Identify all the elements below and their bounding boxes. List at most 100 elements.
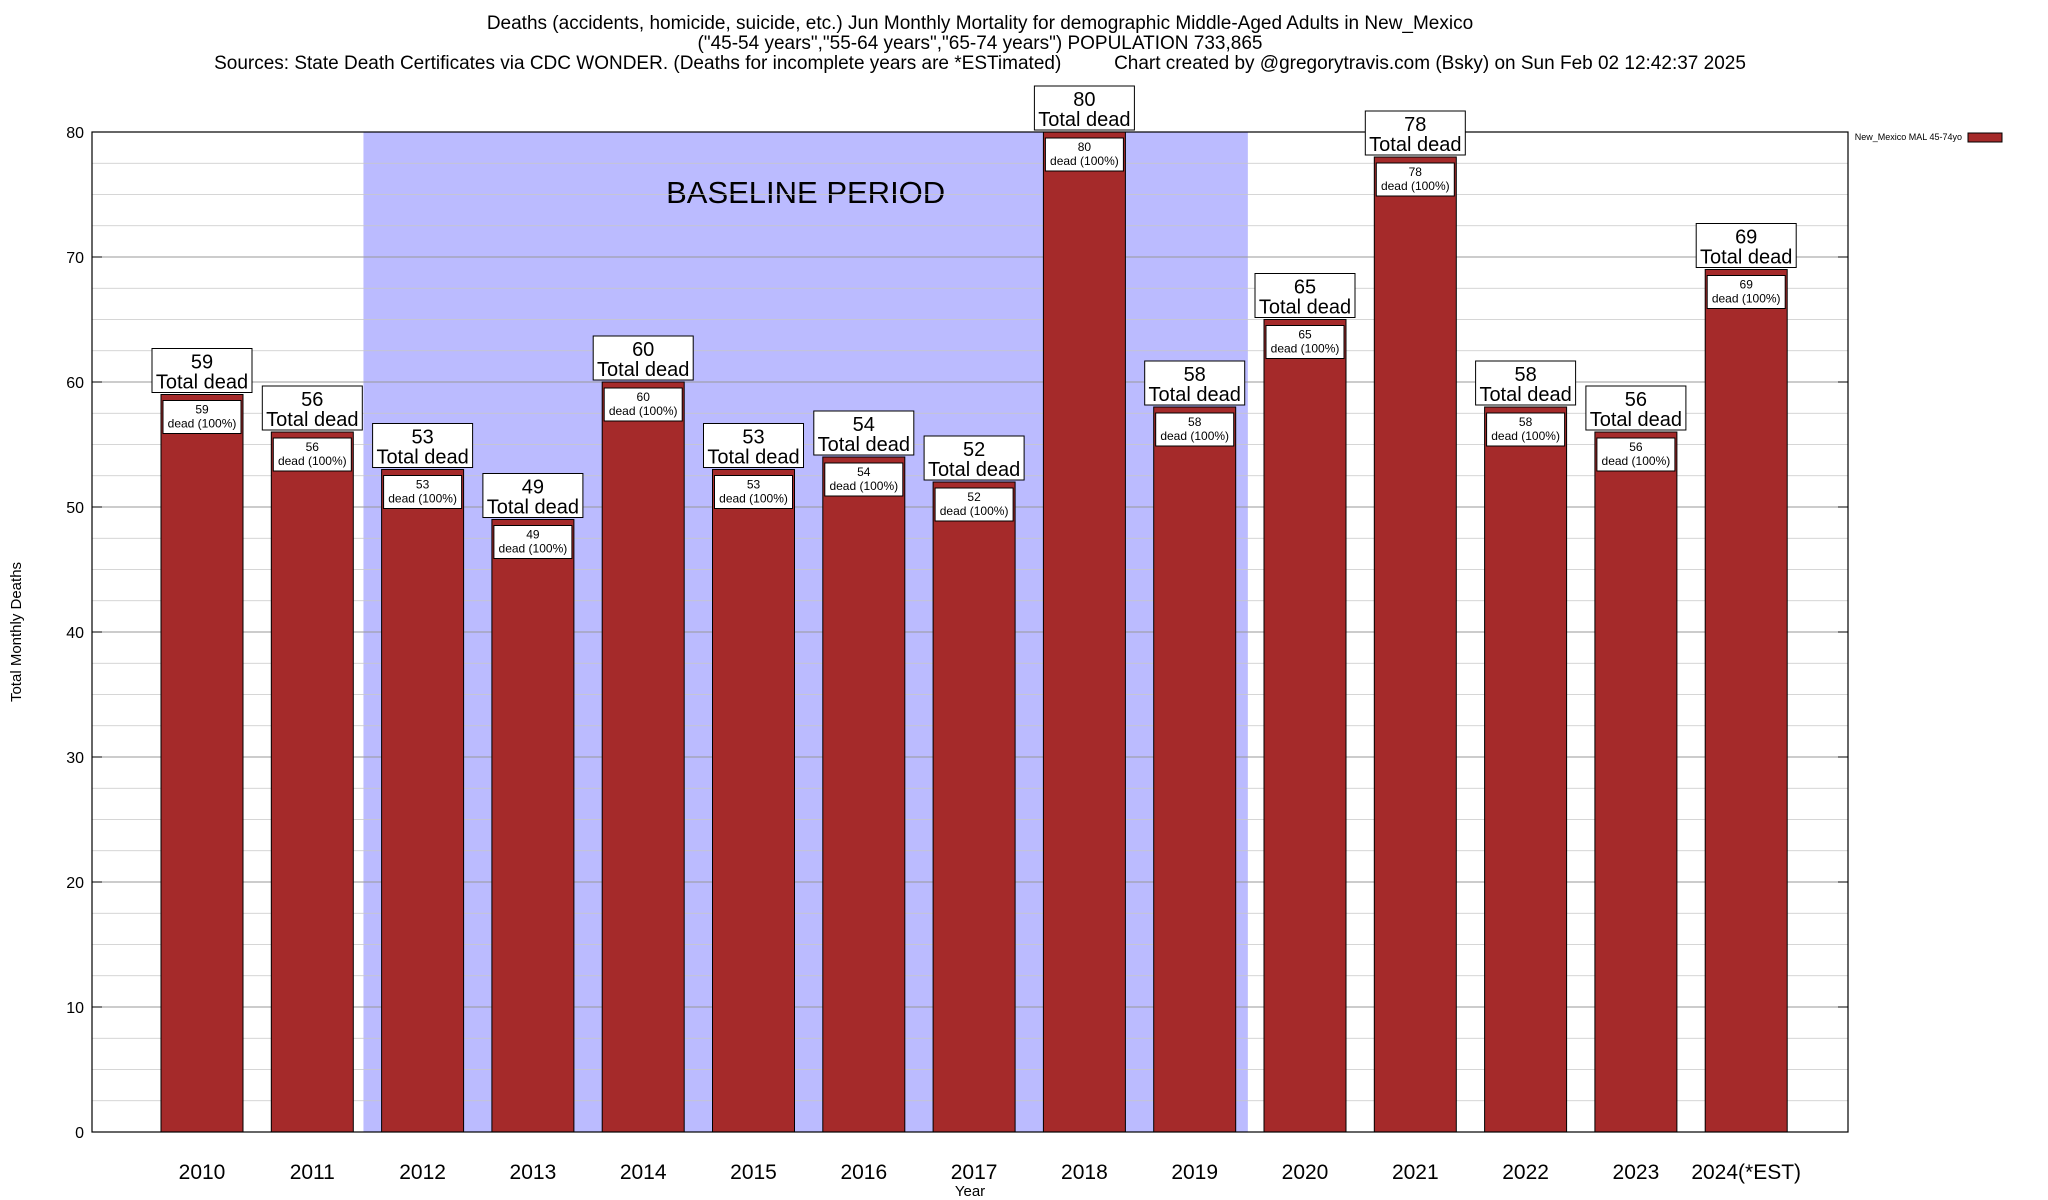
x-tick-label: 2019	[1171, 1161, 1218, 1184]
y-tick-label: 30	[66, 750, 84, 767]
inner-label-value: 56	[1629, 440, 1643, 454]
x-tick-label: 2020	[1282, 1161, 1329, 1184]
inner-label-text: dead (100%)	[1160, 429, 1229, 443]
top-label-value: 53	[742, 427, 764, 449]
inner-label-text: dead (100%)	[940, 504, 1009, 518]
legend-series-label: New_Mexico MAL 45-74yo	[1855, 132, 1962, 142]
bar-2012	[381, 469, 465, 1133]
top-label-box	[1033, 85, 1135, 131]
top-label-value: 52	[963, 439, 985, 461]
bar-2016	[822, 456, 906, 1133]
top-label-text: Total dead	[1038, 109, 1130, 131]
x-tick-label: 2016	[840, 1161, 887, 1184]
y-axis-title: Total Monthly Deaths	[8, 562, 25, 702]
x-tick-label: 2015	[730, 1161, 777, 1184]
y-tick-label: 60	[66, 375, 84, 392]
bar-2019	[1153, 406, 1237, 1133]
top-label-text: Total dead	[818, 434, 910, 456]
bar-2018	[1042, 131, 1126, 1133]
y-tick-label: 40	[66, 625, 84, 642]
top-label-box	[261, 385, 363, 431]
inner-label-box	[1596, 437, 1676, 472]
top-label-box	[1144, 360, 1246, 406]
inner-label-value: 52	[967, 490, 981, 504]
x-tick-label: 2012	[399, 1161, 446, 1184]
inner-label-box	[1486, 412, 1566, 447]
top-label-value: 78	[1404, 114, 1426, 136]
inner-label-value: 80	[1078, 140, 1092, 154]
bar-2015	[712, 469, 795, 1133]
inner-label-box	[934, 487, 1014, 522]
x-tick-label: 2021	[1392, 1161, 1439, 1184]
top-label-value: 58	[1184, 364, 1206, 386]
bar-2014	[601, 381, 685, 1133]
y-tick-label: 70	[66, 250, 84, 267]
inner-label-text: dead (100%)	[278, 454, 347, 468]
top-label-value: 80	[1073, 89, 1095, 111]
top-label-box	[1585, 385, 1687, 431]
top-label-text: Total dead	[156, 372, 248, 394]
inner-label-box	[162, 400, 242, 434]
inner-label-text: dead (100%)	[388, 492, 457, 506]
inner-label-text: dead (100%)	[1491, 429, 1560, 443]
inner-label-box	[493, 525, 573, 559]
x-tick-label: 2013	[510, 1161, 557, 1184]
top-label-value: 59	[191, 352, 213, 374]
chart-title-line-1: Deaths (accidents, homicide, suicide, et…	[486, 13, 1474, 34]
top-label-value: 58	[1514, 364, 1536, 386]
top-label-text: Total dead	[1700, 247, 1792, 269]
inner-label-text: dead (100%)	[719, 492, 788, 506]
x-tick-label: 2022	[1502, 1161, 1549, 1184]
x-tick-label: 2014	[620, 1161, 667, 1184]
inner-label-value: 60	[637, 390, 651, 404]
top-label-text: Total dead	[1479, 384, 1571, 406]
inner-label-value: 56	[306, 440, 320, 454]
baseline-period-label: BASELINE PERIOD	[666, 175, 945, 210]
x-tick-label: 2018	[1061, 1161, 1108, 1184]
x-tick-label: 2024(*EST)	[1691, 1161, 1801, 1184]
legend-swatch	[1967, 132, 2003, 143]
top-label-value: 69	[1735, 227, 1757, 249]
chart-title-line-3: Sources: State Death Certificates via CD…	[214, 53, 1746, 74]
top-label-value: 53	[411, 427, 433, 449]
inner-label-box	[603, 387, 683, 422]
top-label-value: 65	[1294, 277, 1316, 299]
top-label-box	[1695, 223, 1797, 268]
inner-label-value: 58	[1519, 415, 1533, 429]
inner-label-box	[1155, 412, 1235, 447]
bar-2010	[160, 394, 244, 1133]
inner-label-text: dead (100%)	[1602, 454, 1671, 468]
bar-2021	[1373, 156, 1457, 1133]
top-label-value: 54	[853, 414, 875, 436]
top-label-box	[813, 410, 915, 456]
inner-label-box	[383, 475, 463, 509]
inner-label-value: 58	[1188, 415, 1202, 429]
top-label-box	[592, 335, 694, 381]
top-label-text: Total dead	[707, 447, 799, 469]
x-axis-title: Year	[955, 1183, 985, 1200]
inner-label-value: 49	[526, 528, 540, 542]
chart-title-line-2: ("45-54 years","55-64 years","65-74 year…	[697, 33, 1263, 54]
top-label-text: Total dead	[928, 459, 1020, 481]
top-label-text: Total dead	[1149, 384, 1241, 406]
inner-label-box	[1375, 162, 1455, 197]
inner-label-box	[1706, 275, 1786, 309]
inner-label-box	[824, 462, 904, 497]
inner-label-box	[1265, 325, 1345, 359]
bar-2013	[491, 519, 575, 1133]
inner-label-text: dead (100%)	[1271, 342, 1340, 356]
y-tick-label: 0	[75, 1125, 84, 1142]
inner-label-text: dead (100%)	[168, 417, 237, 431]
bar-2023	[1594, 431, 1678, 1133]
top-label-box	[1254, 273, 1356, 318]
inner-label-text: dead (100%)	[1381, 179, 1450, 193]
inner-label-box	[272, 437, 352, 472]
inner-label-box	[714, 475, 793, 509]
top-label-text: Total dead	[376, 447, 468, 469]
inner-label-value: 69	[1740, 278, 1754, 292]
top-label-box	[703, 423, 804, 468]
top-label-box	[372, 423, 474, 468]
top-label-box	[482, 473, 584, 518]
top-label-text: Total dead	[1259, 297, 1351, 319]
